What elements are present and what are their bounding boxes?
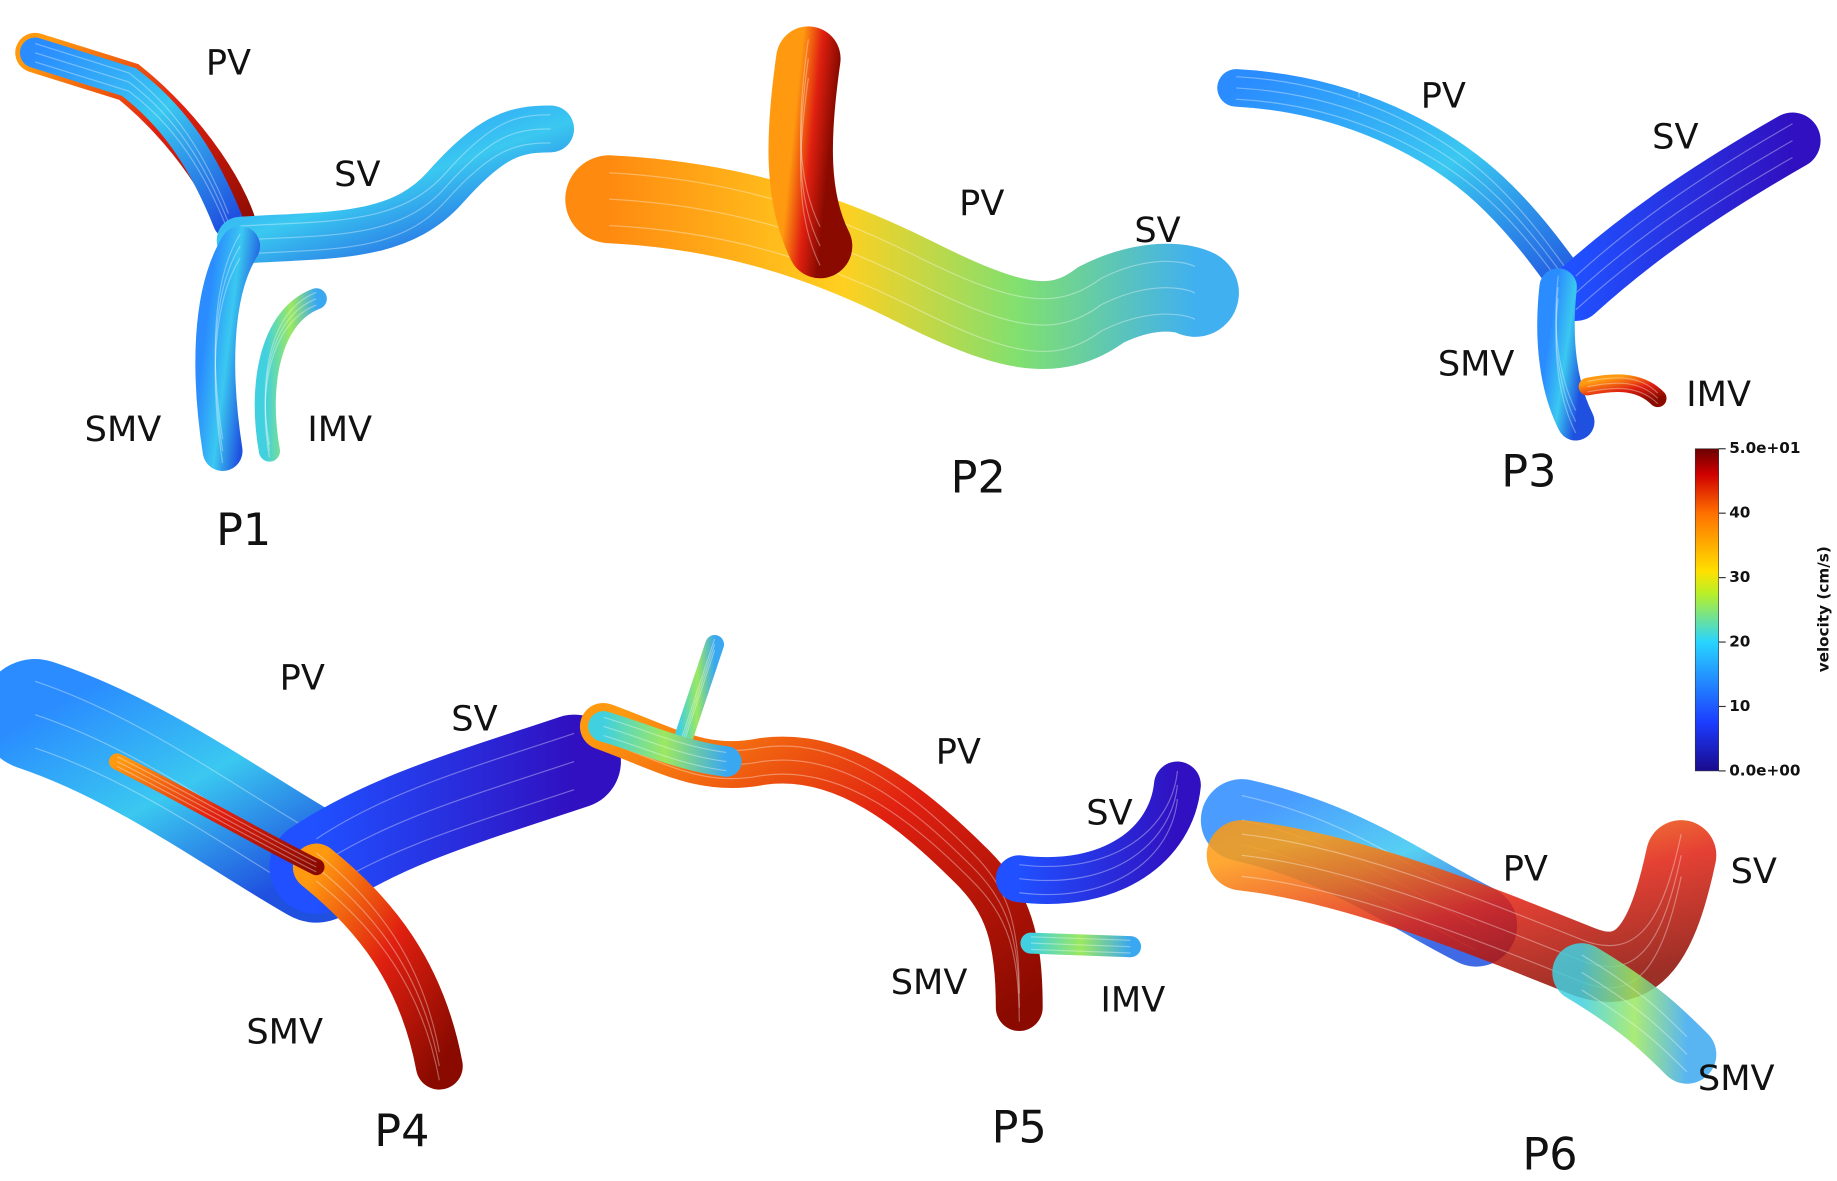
colorbar-tick-label: 30 bbox=[1729, 568, 1750, 586]
colorbar-label: velocity (cm/s) bbox=[1815, 546, 1833, 672]
colorbar-tick-label: 10 bbox=[1729, 697, 1750, 715]
vessel-label: IMV bbox=[307, 409, 372, 450]
vessel-label: SMV bbox=[1698, 1058, 1775, 1099]
colorbar-tick-label: 0.0e+00 bbox=[1729, 761, 1800, 779]
vessel-label: SV bbox=[1731, 851, 1777, 892]
vessel-label: SMV bbox=[1438, 344, 1515, 385]
figure: P1 PV SV SMV IMV P2 PV SV P3 PV SV SMV IMV P4 PV SV SMV P… bbox=[0, 0, 1837, 1181]
vessel-label: PV bbox=[936, 731, 981, 772]
colorbar-tick-label: 20 bbox=[1729, 633, 1750, 651]
panel-title: P5 bbox=[992, 1103, 1047, 1154]
panel-title: P1 bbox=[216, 505, 271, 556]
vessel-label: SV bbox=[451, 699, 497, 740]
panel-title: P6 bbox=[1522, 1130, 1577, 1181]
vessel-label: PV bbox=[1503, 849, 1548, 890]
colorbar-tick-label: 40 bbox=[1729, 504, 1750, 522]
panel-title: P4 bbox=[374, 1106, 429, 1157]
vessel-label: SMV bbox=[85, 409, 162, 450]
vessel-label: PV bbox=[1421, 75, 1466, 116]
vessel-label: IMV bbox=[1686, 374, 1751, 415]
streamline bbox=[680, 644, 715, 749]
vessel-label: SMV bbox=[891, 962, 968, 1003]
vessel-label: SV bbox=[334, 154, 380, 195]
vessel-renderings bbox=[35, 39, 1792, 1080]
vessel-label: IMV bbox=[1101, 980, 1166, 1021]
streamline bbox=[680, 639, 715, 744]
vessel-label: PV bbox=[206, 42, 251, 83]
vessel-label: SMV bbox=[246, 1011, 323, 1052]
colorbar bbox=[1695, 449, 1718, 771]
vessel bbox=[1236, 88, 1576, 293]
vessel-label: SV bbox=[1652, 116, 1698, 157]
vessel bbox=[1576, 141, 1793, 293]
vessel-label: SV bbox=[1134, 210, 1180, 251]
panel-title: P3 bbox=[1501, 447, 1556, 498]
vessel-label: PV bbox=[959, 183, 1004, 224]
colorbar-tick-label: 5.0e+01 bbox=[1729, 439, 1800, 457]
vessel-label: SV bbox=[1086, 792, 1132, 833]
vessel bbox=[1582, 972, 1687, 1054]
panel-title: P2 bbox=[951, 452, 1006, 503]
vessel bbox=[609, 199, 1195, 325]
vessel bbox=[801, 59, 820, 246]
vessel-label: PV bbox=[280, 658, 325, 699]
